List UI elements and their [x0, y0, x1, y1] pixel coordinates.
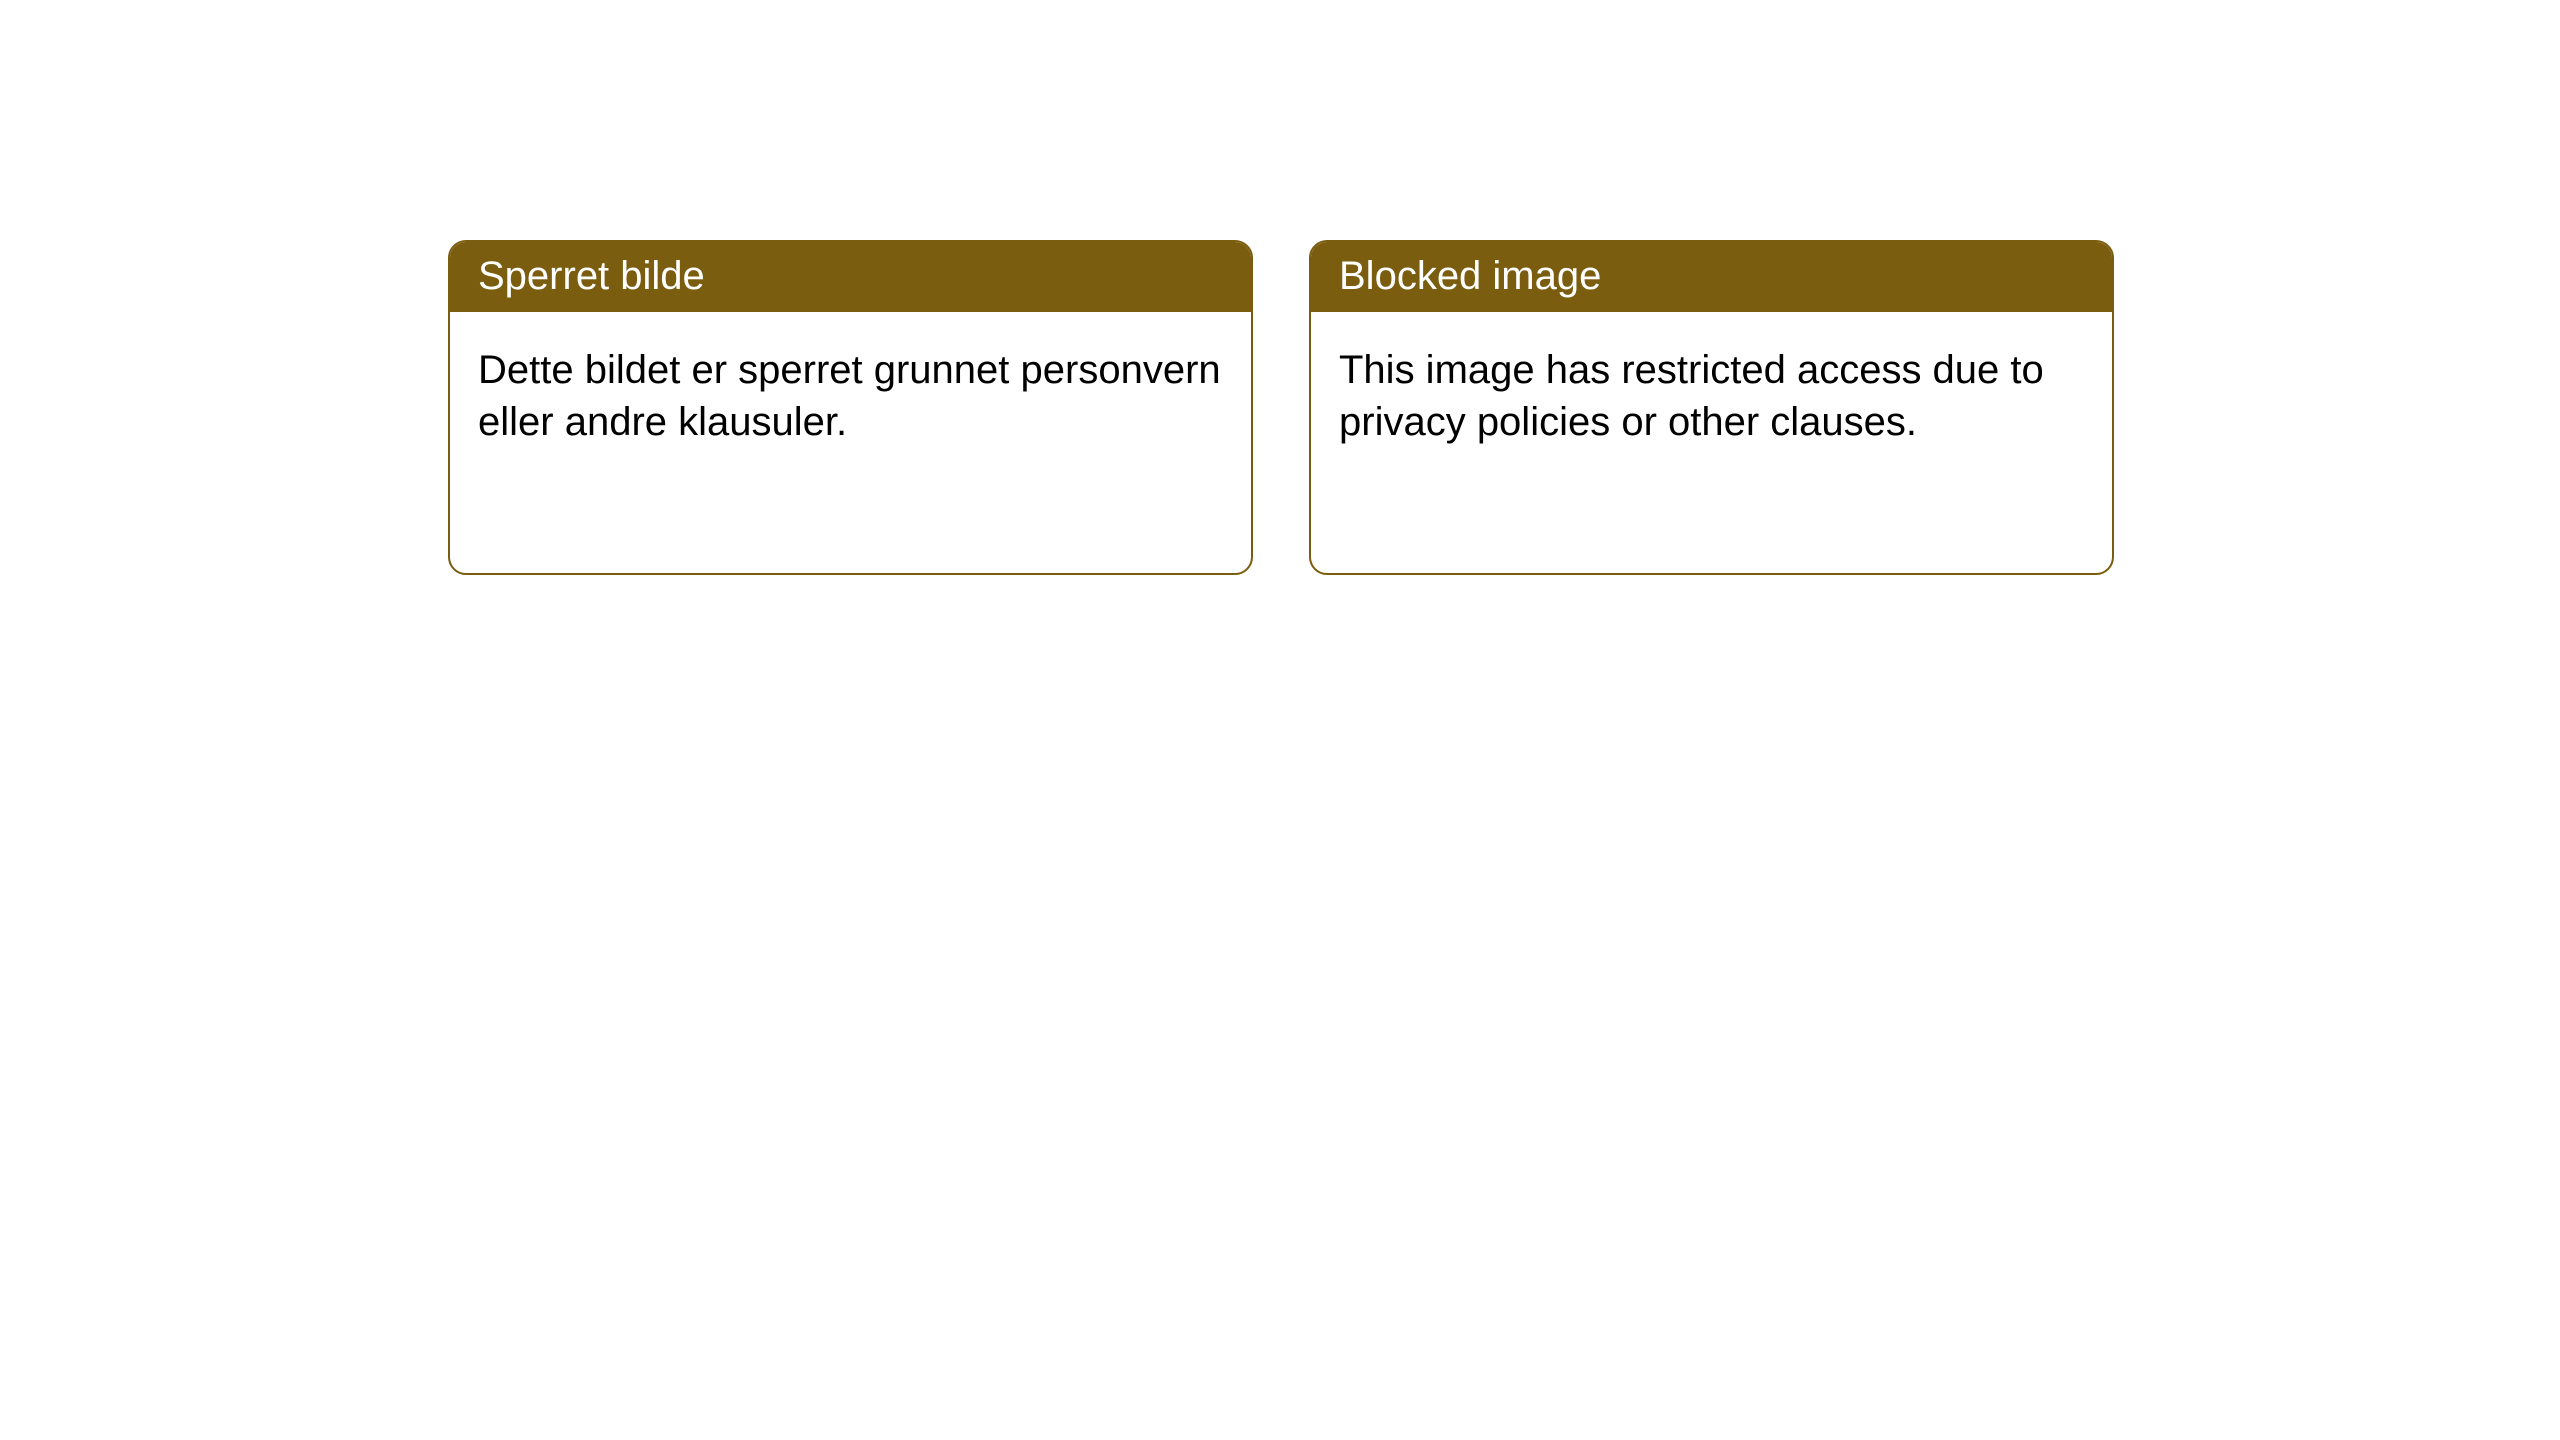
card-body: This image has restricted access due to …	[1311, 312, 2112, 480]
card-header: Blocked image	[1311, 242, 2112, 312]
notice-card-norwegian: Sperret bilde Dette bildet er sperret gr…	[448, 240, 1253, 575]
card-header: Sperret bilde	[450, 242, 1251, 312]
notice-card-english: Blocked image This image has restricted …	[1309, 240, 2114, 575]
notice-container: Sperret bilde Dette bildet er sperret gr…	[448, 240, 2114, 575]
card-body: Dette bildet er sperret grunnet personve…	[450, 312, 1251, 480]
